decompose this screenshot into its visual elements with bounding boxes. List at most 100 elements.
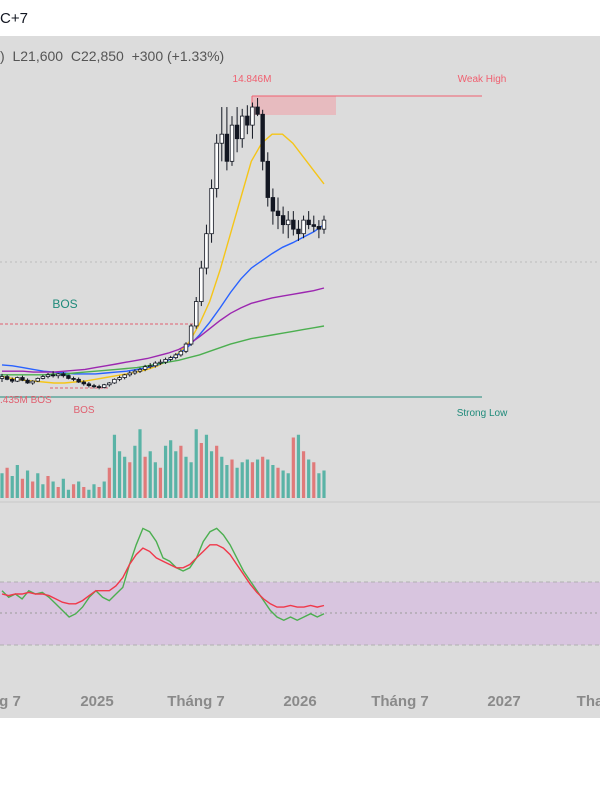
volume-bar [179, 445, 183, 498]
volume-bar [112, 434, 117, 498]
x-axis-label: Tháng 7 [371, 693, 429, 710]
x-axis-label: 2025 [80, 693, 113, 710]
candle-body [234, 124, 240, 140]
candle-body [229, 124, 235, 162]
candle-body [153, 362, 158, 367]
candle-body [255, 106, 260, 115]
volume-bar [107, 467, 111, 498]
candle-body [0, 376, 5, 379]
ma-line-blue [1, 224, 325, 375]
volume-bar [0, 473, 4, 498]
volume-bar [158, 467, 163, 498]
volume-bar [271, 465, 275, 498]
candle-body [91, 385, 97, 388]
volume-bar [199, 443, 203, 498]
volume-bar [189, 462, 193, 498]
candle-body [40, 376, 46, 379]
candle-body [209, 188, 214, 235]
candle-body [25, 379, 30, 384]
candle-body [173, 354, 178, 359]
candle-body [194, 301, 199, 327]
candle-body [127, 372, 132, 376]
volume-bar [194, 429, 198, 498]
bos-low-left-label: .435M BOS [0, 395, 52, 406]
volume-bar [87, 489, 91, 498]
low-prefix: L [12, 48, 21, 64]
candle-body [137, 368, 143, 372]
candle-body [102, 384, 107, 388]
x-axis-label: 2026 [283, 693, 316, 710]
volume-bar [20, 478, 25, 498]
low-value: 21,600 [20, 48, 64, 64]
candle-body [30, 380, 35, 384]
ohlc-readout: ) L21,600 C22,850 +300 (+1.33%) [0, 48, 224, 64]
candle-body [107, 382, 112, 386]
volume-bar [174, 451, 178, 498]
close-value: 22,850 [80, 48, 124, 64]
candle-body [148, 365, 153, 368]
volume-bar [291, 437, 295, 498]
candle-body [50, 374, 56, 377]
volume-bar [163, 445, 168, 498]
volume-bar [25, 470, 30, 498]
volume-bar [204, 434, 209, 498]
volume-bar [10, 476, 14, 498]
candle-body [240, 115, 245, 140]
candle-body [86, 383, 92, 387]
candle-body [112, 378, 117, 384]
volume-bar [46, 476, 50, 498]
rsi-line-green [1, 527, 325, 621]
ma-line-yellow [1, 133, 325, 384]
candle-body [178, 350, 184, 356]
bos-upper-label: BOS [52, 297, 77, 311]
volume-bar [5, 467, 9, 498]
x-axis-label: Tha [577, 693, 600, 710]
volume-bar [261, 456, 265, 498]
price-chart[interactable]: 14.846M Weak High Strong Low BOS .435M BOS BO… [0, 36, 600, 718]
candle-body [163, 359, 168, 363]
volume-bar [56, 487, 60, 498]
rsi-line-red [1, 544, 325, 608]
candle-body [270, 197, 276, 212]
bottom-blank [0, 718, 600, 800]
x-axis-label: Tháng 7 [167, 693, 225, 710]
candle-body [45, 374, 51, 378]
volume-bar [312, 462, 316, 498]
candle-body [204, 233, 209, 269]
volume-bar [97, 487, 101, 498]
candle-body [81, 381, 86, 385]
candle-body [56, 373, 61, 377]
candle-body [219, 133, 224, 144]
volume-bar [82, 487, 86, 498]
volume-bar [51, 481, 55, 498]
volume-bar [317, 473, 321, 498]
volume-bar [266, 459, 270, 498]
candle-body [224, 133, 230, 162]
candle-body [321, 219, 327, 230]
volume-bar [276, 467, 280, 498]
top-strip: C+7 [0, 0, 600, 36]
candle-body [291, 219, 296, 230]
volume-bar [296, 434, 301, 498]
ma-line-green [2, 325, 325, 376]
candle-body [260, 113, 265, 162]
volume-bar [133, 445, 137, 498]
volume-bar [123, 456, 127, 498]
chart-area[interactable]: 14.846M Weak High Strong Low BOS .435M BOS BO… [0, 36, 600, 718]
volume-bar [281, 470, 285, 498]
candle-body [61, 373, 66, 377]
candle-body [96, 386, 102, 388]
open-fragment: ) [0, 48, 5, 64]
volume-bar [71, 484, 76, 498]
candle-body [117, 377, 122, 380]
ma-line-purple [2, 287, 325, 373]
volume-bar [230, 459, 234, 498]
candle-body [245, 115, 250, 126]
candle-body [311, 224, 316, 227]
candle-body [4, 376, 10, 380]
candle-body [286, 219, 291, 226]
weak-high-zone [252, 96, 336, 115]
candle-body [132, 370, 138, 374]
volume-bar [153, 462, 157, 498]
candle-body [20, 377, 25, 381]
